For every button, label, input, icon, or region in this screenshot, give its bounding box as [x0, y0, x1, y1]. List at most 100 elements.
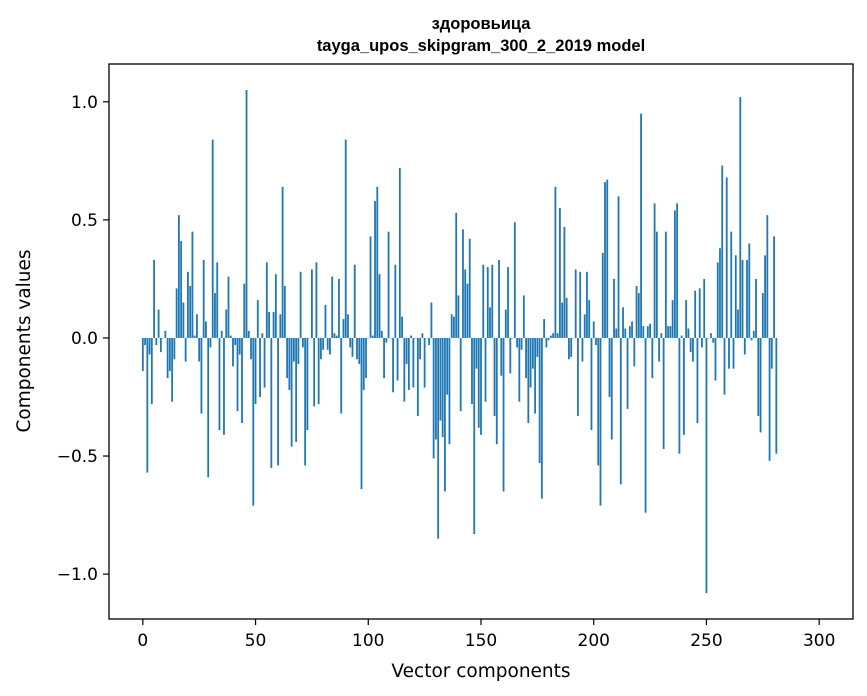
bar [196, 314, 198, 338]
bar [335, 335, 338, 338]
bar [166, 337, 169, 379]
bar [263, 337, 266, 388]
bar [371, 335, 374, 338]
bar [628, 326, 631, 338]
bar [277, 337, 279, 466]
bar [229, 335, 232, 338]
bar [360, 337, 363, 490]
y-tick-label: 0.5 [71, 211, 98, 231]
bar [428, 337, 431, 346]
bar [218, 337, 221, 431]
bar [306, 337, 309, 431]
bar [423, 337, 426, 388]
bar [527, 337, 530, 423]
bar [615, 328, 618, 338]
bar [365, 337, 367, 379]
bar [710, 333, 712, 338]
bar [340, 337, 343, 414]
bar [473, 337, 476, 534]
bar [385, 337, 388, 343]
bar [586, 271, 588, 338]
bar [701, 337, 703, 348]
plot-frame [108, 63, 854, 620]
bar [315, 262, 318, 338]
bar [748, 243, 751, 338]
bar [421, 333, 424, 338]
bar [407, 337, 410, 390]
bar [631, 321, 633, 338]
bar [205, 321, 207, 338]
bar [743, 337, 746, 355]
bar [216, 262, 219, 338]
chart-title-line1: здоровьица [432, 15, 532, 33]
bar [274, 274, 277, 338]
bar [459, 337, 462, 412]
bar [238, 337, 241, 355]
bar [766, 215, 769, 338]
bar [543, 319, 546, 338]
bar [509, 337, 512, 374]
bar [613, 278, 615, 338]
bar [592, 321, 595, 338]
bar [579, 271, 582, 338]
bar [538, 337, 541, 464]
bar [493, 337, 496, 416]
bar [507, 267, 509, 338]
bar [450, 314, 453, 338]
bar [304, 337, 307, 466]
x-tick-label: 300 [803, 631, 835, 651]
bar [667, 326, 670, 338]
bar [734, 255, 737, 338]
bar [561, 302, 564, 338]
bar [358, 337, 361, 364]
x-tick-label: 150 [465, 631, 497, 651]
bar [669, 326, 672, 338]
bar [182, 302, 185, 338]
bar [662, 337, 665, 449]
bar [687, 328, 690, 338]
bar [193, 335, 196, 338]
bar [283, 286, 286, 338]
bar [570, 337, 573, 357]
bar [141, 337, 144, 372]
bar [655, 231, 658, 338]
bar [563, 226, 566, 338]
bar [398, 167, 401, 338]
bar [741, 260, 744, 338]
bar [207, 337, 210, 478]
bar [462, 229, 464, 338]
bar [752, 330, 755, 338]
bar [254, 337, 257, 405]
bar [189, 286, 192, 338]
bar [324, 304, 327, 338]
bar [338, 278, 340, 338]
bar [265, 262, 268, 338]
bar [144, 337, 146, 346]
bar [617, 196, 620, 338]
bar [531, 337, 534, 369]
bar [637, 293, 640, 338]
bar [317, 337, 320, 405]
bar [680, 335, 683, 338]
bar [536, 337, 539, 357]
bar [311, 269, 313, 338]
bar [290, 337, 293, 447]
bar [200, 337, 203, 414]
bar [175, 288, 178, 338]
bar [590, 337, 593, 431]
bar [347, 314, 349, 338]
bar [468, 238, 471, 338]
bar [588, 300, 591, 338]
bar [209, 337, 212, 348]
bar [545, 337, 548, 348]
bar [574, 269, 577, 338]
bar [281, 186, 284, 338]
bar [764, 255, 766, 338]
bar [773, 236, 775, 338]
bar [759, 337, 762, 433]
bar [597, 337, 600, 466]
bar [171, 337, 174, 402]
bar [513, 222, 516, 338]
bar [712, 337, 715, 343]
bar [658, 337, 661, 362]
